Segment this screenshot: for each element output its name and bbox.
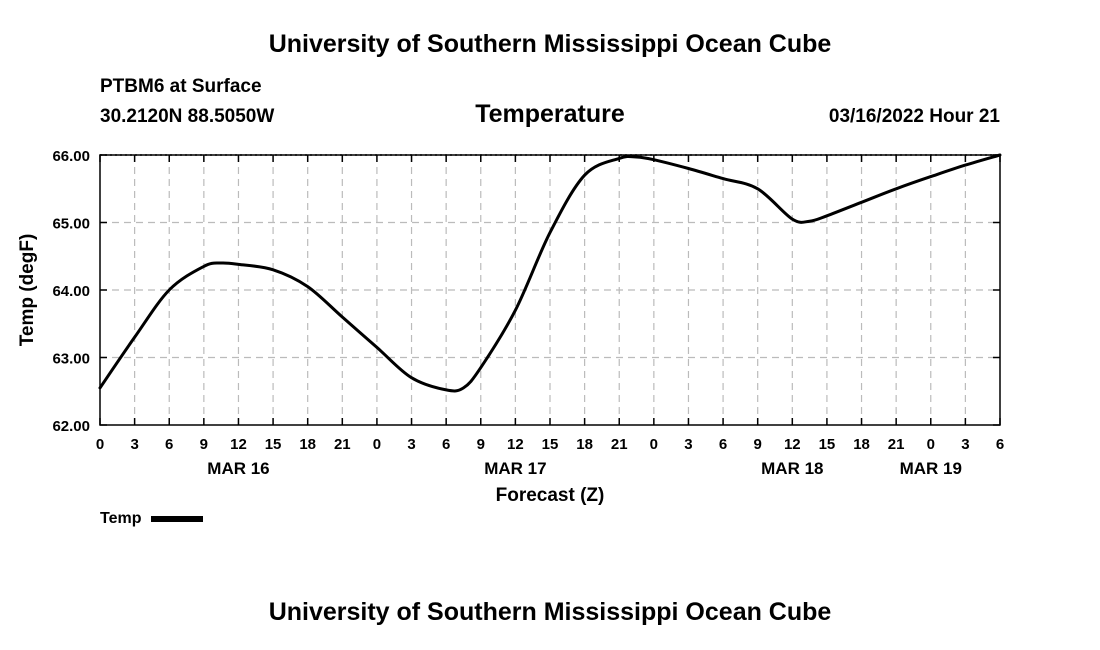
axis-labels: 0 3 6 9 12 15 18 21 0 3 6 9 12 15 18 21 0 3 6 9 12 15 18 21 0 3 66… [52,148,1004,478]
x-tick-label: 9 [200,436,208,453]
legend: Temp [100,510,204,528]
x-tick-label: 3 [407,436,415,453]
series-line-temp [98,153,1002,393]
x-tick-label: 21 [888,436,905,453]
x-tick-label: 18 [853,436,870,453]
x-tick-label: 15 [265,436,282,453]
grid-lines [100,155,1000,425]
x-tick-label: 0 [373,436,381,453]
x-tick-label: 12 [784,436,801,453]
date-label: MAR 18 [761,459,823,478]
x-tick-label: 9 [477,436,485,453]
y-tick-label: 66.00 [52,148,90,165]
station-coordinates: 30.2120N 88.5050W [100,106,275,127]
chart-title: University of Southern Mississippi Ocean… [268,30,832,58]
date-label: MAR 17 [484,459,546,478]
x-tick-label: 21 [334,436,351,453]
x-tick-label: 0 [927,436,935,453]
x-axis-label: Forecast (Z) [496,485,605,506]
x-tick-label: 6 [996,436,1004,453]
y-axis-label: Temp (degF) [17,234,38,347]
x-tick-label: 18 [576,436,593,453]
forecast-date: 03/16/2022 Hour 21 [828,106,1000,127]
footer-title: University of Southern Mississippi Ocean… [268,598,832,626]
y-tick-label: 65.00 [52,216,90,233]
x-tick-label: 6 [719,436,727,453]
y-tick-label: 62.00 [52,418,90,435]
legend-label: Temp [100,510,142,527]
x-tick-label: 21 [611,436,628,453]
x-tick-label: 3 [130,436,138,453]
axis-ticks [99,154,1001,426]
x-tick-label: 6 [165,436,173,453]
x-tick-label: 18 [299,436,316,453]
x-tick-label: 0 [96,436,104,453]
station-name: PTBM6 at Surface [100,76,262,97]
date-label: MAR 16 [207,459,269,478]
variable-title: Temperature [475,100,625,128]
legend-swatch [151,516,204,522]
x-tick-label: 6 [442,436,450,453]
y-tick-label: 64.00 [52,283,90,300]
x-tick-label: 0 [650,436,658,453]
x-tick-label: 3 [684,436,692,453]
x-tick-label: 12 [507,436,524,453]
x-tick-label: 15 [819,436,836,453]
x-tick-label: 3 [961,436,969,453]
x-tick-label: 15 [542,436,559,453]
y-tick-label: 63.00 [52,351,90,368]
x-tick-label: 12 [230,436,247,453]
x-tick-label: 9 [754,436,762,453]
date-label: MAR 19 [900,459,962,478]
